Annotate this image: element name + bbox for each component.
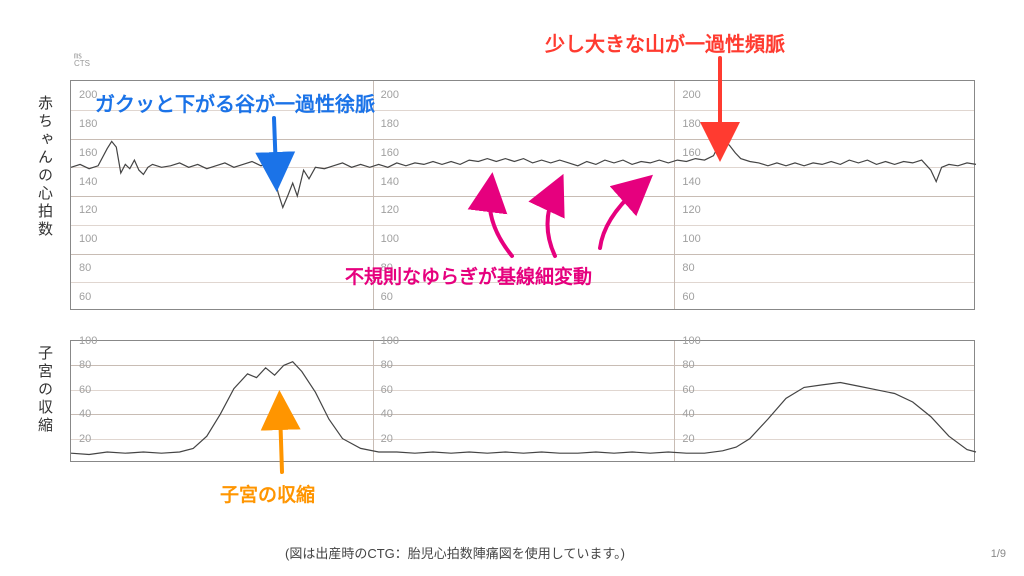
page-number: 1/9 (991, 548, 1006, 560)
figure-caption: (図は出産時のCTG：胎児心拍数陣痛図を使用しています。) (285, 543, 625, 562)
annotation-arrows (0, 0, 1024, 576)
